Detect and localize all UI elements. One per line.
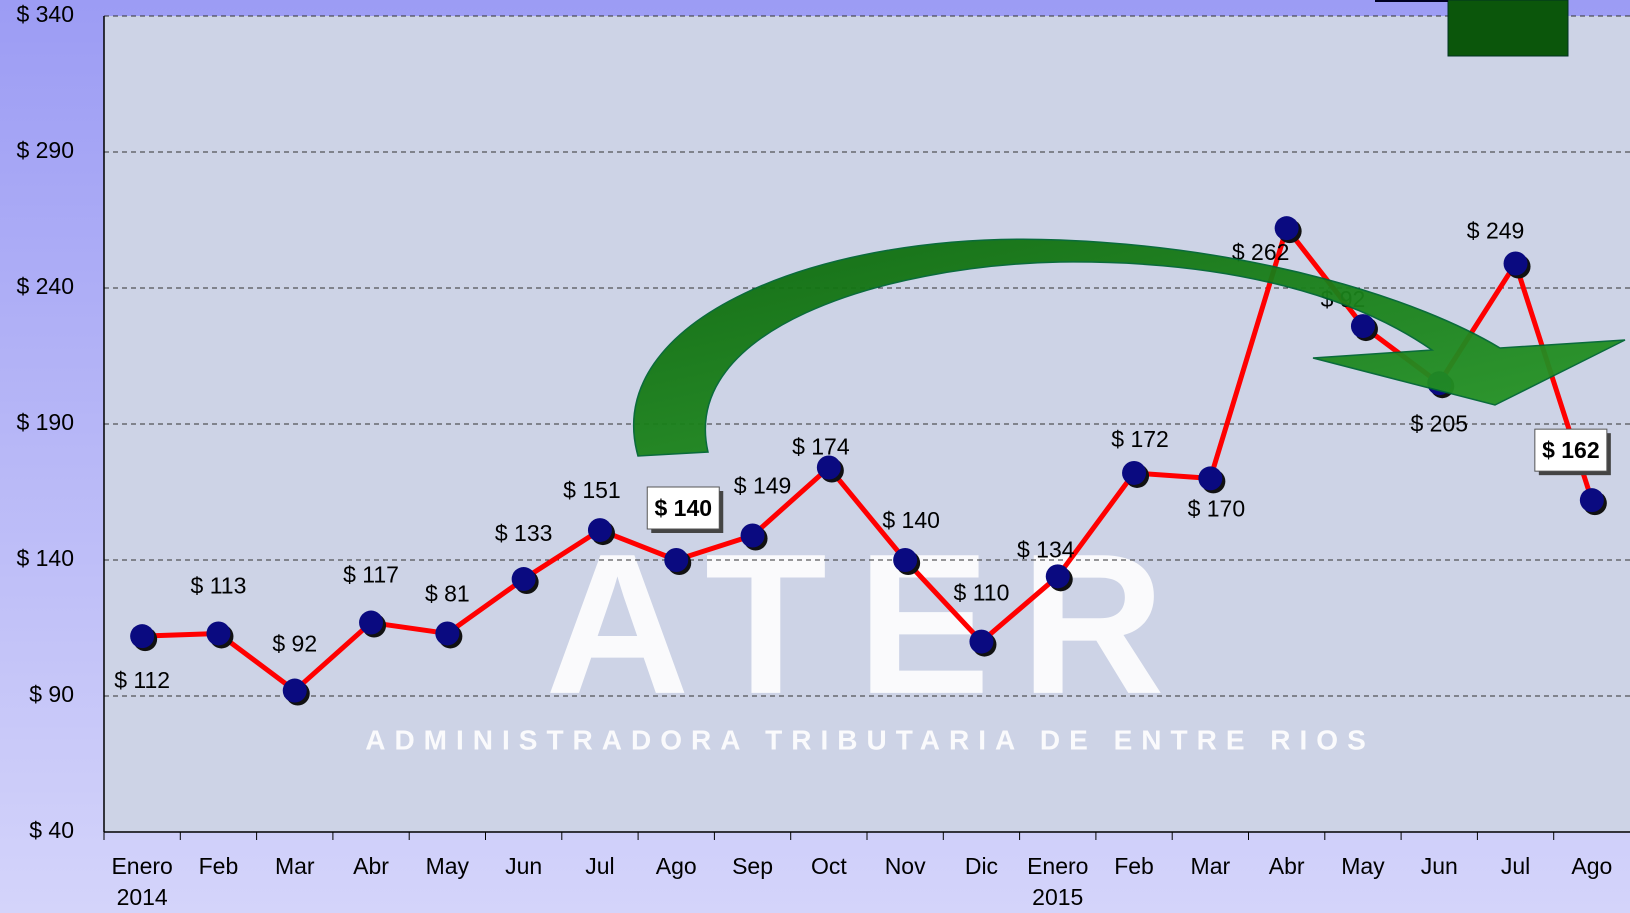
x-tick-label: Mar (1191, 853, 1231, 879)
marker (359, 611, 383, 635)
value-label: $ 172 (1111, 426, 1169, 452)
x-tick-label: Jul (585, 853, 614, 879)
x-tick-label: Enero (111, 853, 172, 879)
x-tick-label: Oct (811, 853, 847, 879)
value-label: $ 113 (191, 573, 247, 599)
value-label: $ 92 (272, 631, 317, 657)
value-label: $ 205 (1410, 410, 1468, 436)
marker (130, 624, 154, 648)
y-tick-label: $ 90 (29, 681, 74, 707)
value-label: $ 117 (343, 562, 399, 588)
x-tick-label: Abr (1269, 853, 1305, 879)
x-tick-label: 2014 (117, 884, 168, 910)
y-tick-label: $ 290 (16, 137, 74, 163)
value-label: $ 110 (954, 580, 1010, 606)
marker (512, 567, 536, 591)
marker (664, 548, 688, 572)
x-tick-label: Jul (1501, 853, 1530, 879)
y-tick-label: $ 190 (16, 409, 74, 435)
x-tick-label: Sep (732, 853, 773, 879)
marker (1351, 314, 1375, 338)
x-tick-label: 2015 (1032, 884, 1083, 910)
value-label: $ 81 (425, 581, 470, 607)
marker (741, 524, 765, 548)
marker (1046, 564, 1070, 588)
marker (588, 518, 612, 542)
y-tick-label: $ 40 (29, 817, 74, 843)
value-label: $ 112 (114, 667, 170, 693)
x-tick-label: Jun (505, 853, 542, 879)
marker (1580, 488, 1604, 512)
marker (1198, 466, 1222, 490)
x-tick-label: Nov (885, 853, 926, 879)
y-tick-label: $ 140 (16, 545, 74, 571)
marker (893, 548, 917, 572)
value-label: $ 249 (1467, 218, 1525, 244)
value-label: $ 140 (654, 495, 712, 521)
value-label: $ 134 (1017, 536, 1075, 562)
x-tick-label: Ago (656, 853, 697, 879)
x-tick-label: Enero (1027, 853, 1088, 879)
marker (283, 679, 307, 703)
chart: ATER ADMINISTRADORA TRIBUTARIA DE ENTRE … (0, 0, 1630, 913)
marker (1275, 216, 1299, 240)
value-label: $ 174 (792, 434, 850, 460)
value-label: $ 133 (495, 520, 553, 546)
value-label: $ 140 (882, 507, 940, 533)
x-tick-label: May (1341, 853, 1385, 879)
marker (969, 630, 993, 654)
x-tick-label: Mar (275, 853, 315, 879)
x-tick-label: Abr (353, 853, 389, 879)
y-tick-label: $ 340 (16, 1, 74, 27)
marker (1504, 252, 1528, 276)
x-tick-label: Dic (965, 853, 998, 879)
watermark-subtitle: ADMINISTRADORA TRIBUTARIA DE ENTRE RIOS (365, 724, 1375, 755)
x-tick-label: May (426, 853, 470, 879)
x-tick-label: Feb (199, 853, 239, 879)
marker (206, 621, 230, 645)
x-tick-label: Jun (1421, 853, 1458, 879)
marker (435, 621, 459, 645)
green-box (1448, 0, 1568, 56)
x-tick-label: Feb (1114, 853, 1154, 879)
value-label: $ 162 (1542, 437, 1600, 463)
value-label: $ 149 (734, 473, 792, 499)
x-tick-label: Ago (1571, 853, 1612, 879)
value-label: $ 151 (563, 477, 621, 503)
y-tick-label: $ 240 (16, 273, 74, 299)
marker (1122, 461, 1146, 485)
value-label: $ 170 (1188, 495, 1246, 521)
